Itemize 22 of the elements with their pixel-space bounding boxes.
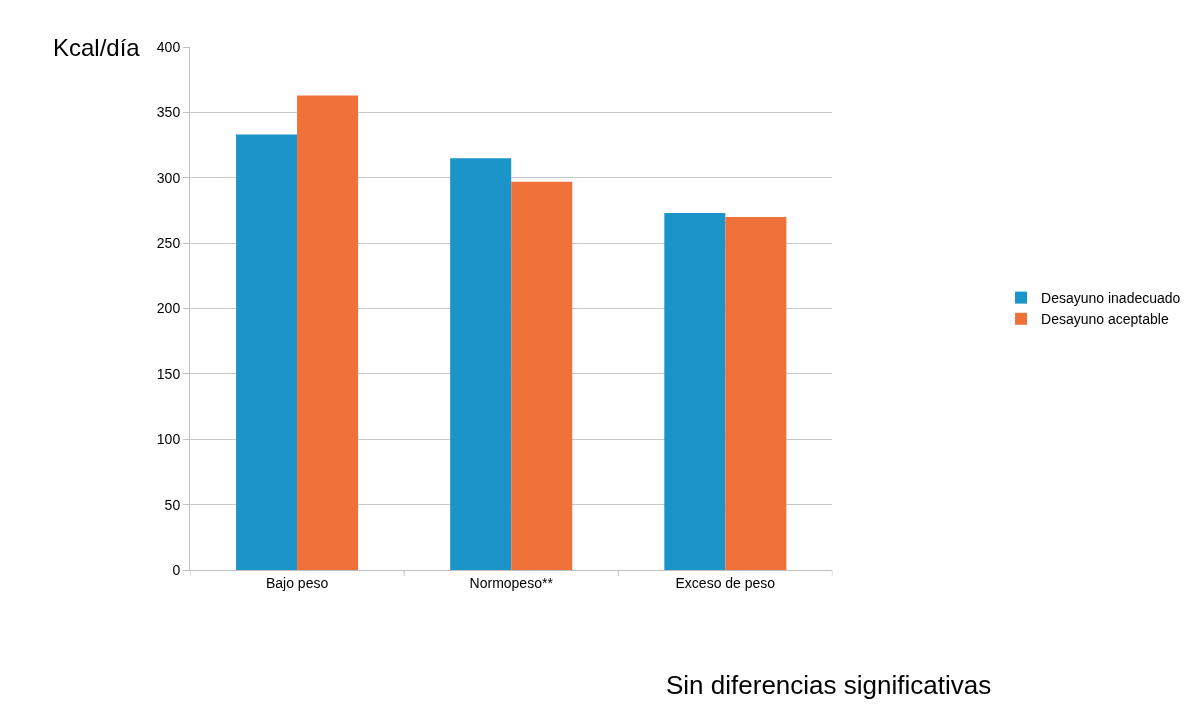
bar bbox=[725, 216, 787, 570]
legend-label: Desayuno inadecuado bbox=[1041, 290, 1181, 307]
y-tick-label: 400 bbox=[156, 38, 181, 55]
bar bbox=[664, 213, 726, 570]
y-tick-label: 150 bbox=[156, 365, 181, 382]
y-tick-label: 50 bbox=[164, 496, 181, 513]
y-tick-label: 250 bbox=[156, 235, 181, 252]
bar bbox=[236, 134, 298, 570]
x-tick-label: Bajo peso bbox=[265, 574, 329, 591]
bar bbox=[450, 158, 512, 570]
y-tick-label: 200 bbox=[156, 300, 181, 317]
bar bbox=[511, 181, 573, 570]
text: Sin diferencias significativas bbox=[666, 670, 992, 700]
y-tick-label: 350 bbox=[156, 104, 181, 121]
y-tick-label: 100 bbox=[156, 431, 181, 448]
bar bbox=[297, 95, 359, 570]
y-axis-title: Kcal/día bbox=[53, 34, 141, 61]
x-tick-label: Exceso de peso bbox=[675, 574, 776, 591]
y-tick-label: 300 bbox=[156, 169, 181, 186]
x-tick-label: Normopeso** bbox=[469, 574, 554, 591]
legend-label: Desayuno aceptable bbox=[1041, 311, 1169, 328]
y-tick-label: 0 bbox=[172, 561, 181, 578]
